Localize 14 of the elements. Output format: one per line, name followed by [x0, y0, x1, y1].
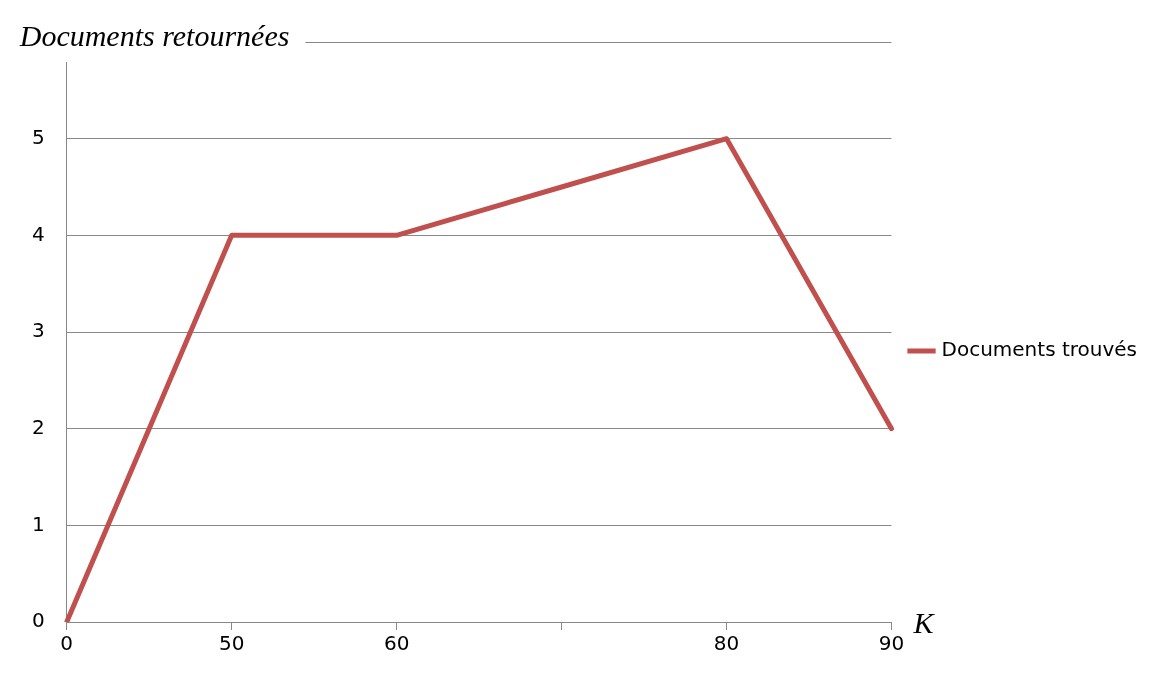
x-tick-label: 60	[383, 631, 410, 656]
x-tick-label: 90	[878, 631, 905, 656]
y-tick-label: 2	[31, 414, 45, 439]
x-tick-label: 50	[218, 631, 245, 656]
y-tick-label: 5	[31, 124, 45, 149]
y-axis-title: Documents retournées	[18, 18, 290, 52]
x-tick-label: 80	[713, 631, 740, 656]
y-tick-label: 3	[31, 318, 45, 343]
y-tick-label: 1	[31, 511, 45, 536]
x-axis-title: K	[912, 605, 936, 639]
y-tick-label: 4	[31, 221, 45, 246]
x-tick-label: 0	[60, 631, 74, 656]
legend-label: Documents trouvés	[941, 337, 1138, 362]
y-tick-label: 0	[31, 608, 45, 633]
